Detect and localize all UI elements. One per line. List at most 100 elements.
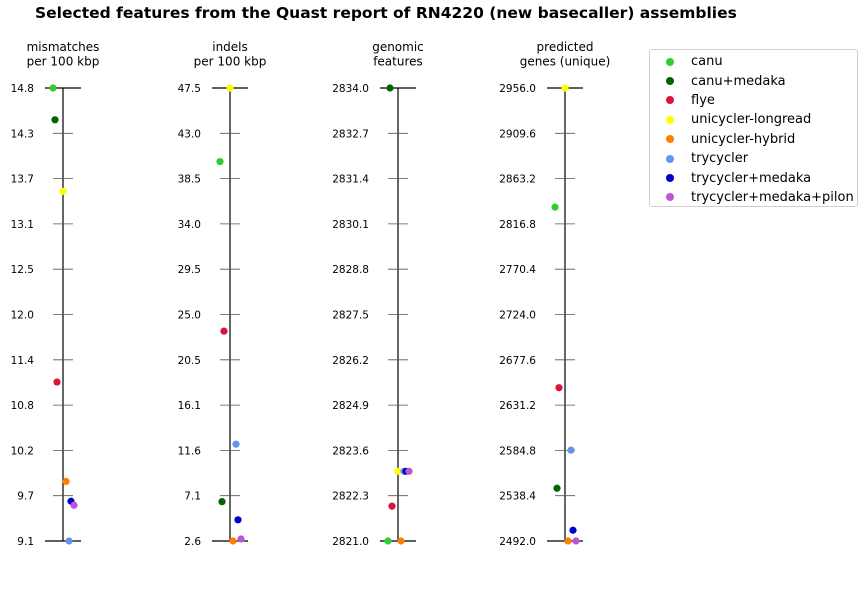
- point-flye: [555, 384, 563, 392]
- panel-title-line: predicted: [537, 40, 594, 54]
- legend-marker: [666, 154, 674, 163]
- legend-label: trycycler+medaka+pilon: [691, 189, 854, 205]
- point-canu-medaka: [386, 84, 394, 92]
- panel-title-line: indels: [212, 40, 248, 54]
- tick-label: 29.5: [178, 264, 201, 276]
- tick-label: 2823.6: [332, 445, 369, 457]
- panel-title-line: per 100 kbp: [194, 55, 267, 69]
- tick-label: 10.2: [11, 445, 34, 457]
- tick-label: 34.0: [178, 219, 201, 231]
- tick-label: 2909.6: [499, 128, 536, 140]
- point-trycycler-medaka: [234, 516, 242, 524]
- tick-label: 2822.3: [332, 491, 369, 503]
- tick-label: 25.0: [178, 310, 201, 322]
- legend-item: canu+medaka: [650, 71, 857, 90]
- point-flye: [388, 502, 396, 510]
- tick-label: 9.7: [17, 491, 34, 503]
- tick-label: 2831.4: [332, 174, 369, 186]
- point-unicycler-hybrid: [397, 537, 405, 545]
- point-canu: [216, 158, 224, 166]
- tick-label: 38.5: [178, 174, 201, 186]
- tick-label: 2863.2: [499, 174, 536, 186]
- legend-item: flye: [650, 91, 857, 110]
- legend-marker: [666, 135, 674, 144]
- tick-label: 2631.2: [499, 400, 536, 412]
- tick-label: 11.4: [11, 355, 35, 367]
- panel-title-line: genes (unique): [520, 55, 611, 69]
- legend-marker: [666, 193, 674, 202]
- tick-label: 2677.6: [499, 355, 536, 367]
- tick-label: 2492.0: [499, 536, 536, 548]
- legend-marker: [666, 174, 674, 183]
- legend-item: trycycler+medaka+pilon: [650, 188, 857, 207]
- tick-label: 16.1: [178, 400, 201, 412]
- tick-label: 2584.8: [499, 445, 536, 457]
- legend-label: trycycler+medaka: [691, 170, 812, 186]
- panel-title-line: features: [373, 55, 423, 69]
- tick-label: 2770.4: [499, 264, 536, 276]
- tick-label: 2830.1: [332, 219, 369, 231]
- tick-label: 47.5: [178, 83, 201, 95]
- legend-label: canu: [691, 54, 723, 70]
- legend-marker: [666, 77, 674, 86]
- point-trycycler-medaka-pilon: [572, 537, 580, 545]
- tick-label: 2827.5: [332, 310, 369, 322]
- tick-label: 11.6: [178, 445, 202, 457]
- legend: canu canu+medaka flye unicycler-longread uni…: [649, 49, 858, 207]
- point-canu: [49, 84, 57, 92]
- chart-title: Selected features from the Quast report …: [35, 4, 737, 22]
- tick-label: 2.6: [184, 536, 201, 548]
- tick-label: 14.8: [11, 83, 34, 95]
- point-unicycler-longread: [59, 187, 67, 195]
- point-trycycler: [65, 537, 73, 545]
- tick-label: 2816.8: [499, 219, 536, 231]
- point-unicycler-hybrid: [62, 477, 70, 485]
- tick-label: 2826.2: [332, 355, 369, 367]
- point-canu: [384, 537, 392, 545]
- tick-label: 13.7: [11, 174, 34, 186]
- tick-label: 7.1: [184, 491, 201, 503]
- tick-label: 20.5: [178, 355, 201, 367]
- panel-title-line: per 100 kbp: [27, 55, 100, 69]
- legend-item: trycycler+medaka: [650, 168, 857, 187]
- panel-title-line: genomic: [372, 40, 424, 54]
- point-trycycler-medaka: [569, 526, 577, 534]
- tick-label: 2821.0: [332, 536, 369, 548]
- point-canu-medaka: [218, 498, 226, 506]
- point-unicycler-hybrid: [564, 537, 572, 545]
- tick-label: 2832.7: [332, 128, 369, 140]
- point-trycycler-medaka-pilon: [70, 501, 78, 509]
- legend-item: unicycler-hybrid: [650, 130, 857, 149]
- tick-label: 2828.8: [332, 264, 369, 276]
- point-canu-medaka: [553, 484, 561, 492]
- panel-title-line: mismatches: [27, 40, 100, 54]
- legend-label: flye: [691, 92, 715, 108]
- legend-marker: [666, 115, 674, 124]
- point-unicycler-longread: [561, 84, 569, 92]
- tick-label: 2538.4: [499, 491, 536, 503]
- tick-label: 12.0: [11, 310, 34, 322]
- point-trycycler: [232, 440, 240, 448]
- legend-label: unicycler-hybrid: [691, 131, 796, 147]
- legend-marker: [666, 57, 674, 66]
- legend-label: canu+medaka: [691, 73, 786, 89]
- tick-label: 10.8: [11, 400, 34, 412]
- point-trycycler-medaka-pilon: [237, 535, 245, 543]
- point-trycycler: [567, 446, 575, 454]
- tick-label: 2724.0: [499, 310, 536, 322]
- tick-label: 2834.0: [332, 83, 369, 95]
- point-canu: [551, 203, 559, 211]
- legend-item: unicycler-longread: [650, 110, 857, 129]
- point-unicycler-longread: [226, 84, 234, 92]
- tick-label: 9.1: [17, 536, 34, 548]
- legend-label: trycycler: [691, 151, 749, 167]
- tick-label: 2956.0: [499, 83, 536, 95]
- tick-label: 43.0: [178, 128, 201, 140]
- point-flye: [220, 327, 228, 335]
- legend-label: unicycler-longread: [691, 112, 812, 128]
